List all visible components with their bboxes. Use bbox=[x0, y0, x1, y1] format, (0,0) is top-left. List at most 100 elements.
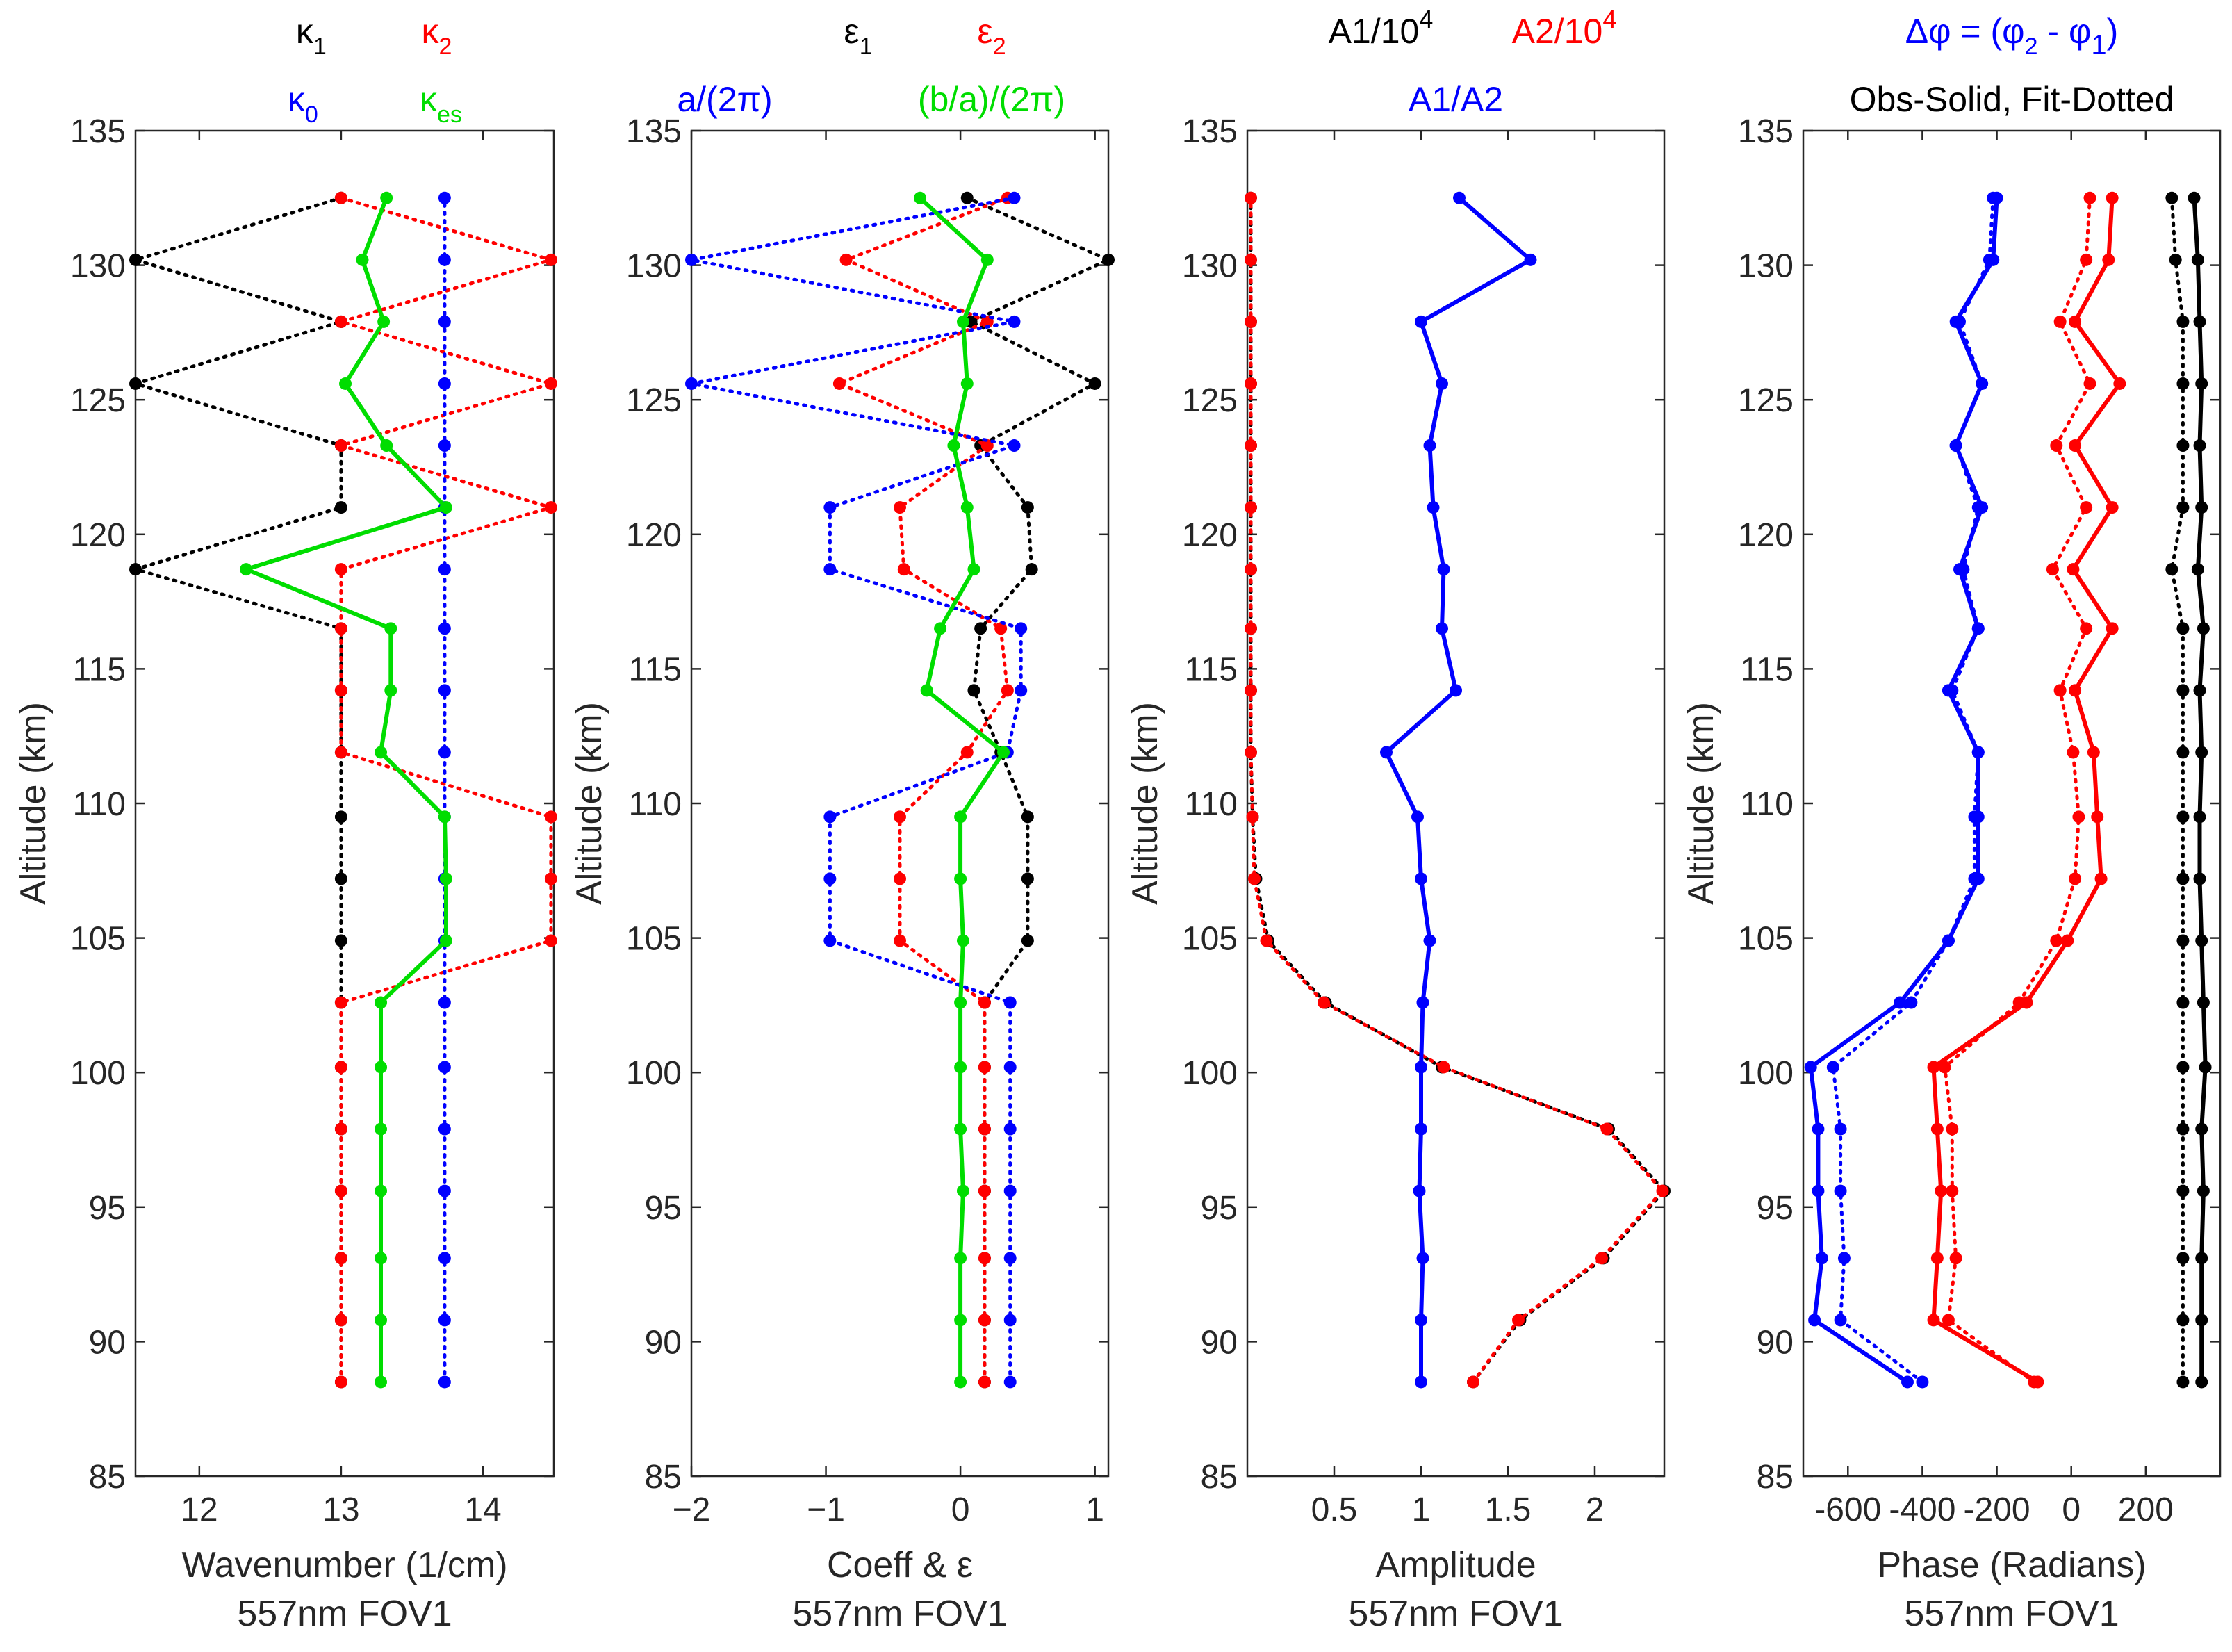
data-point bbox=[994, 622, 1008, 635]
data-point bbox=[2050, 934, 2063, 947]
data-point bbox=[334, 872, 347, 885]
data-point bbox=[1901, 1375, 1914, 1389]
data-point bbox=[375, 1061, 388, 1074]
data-point bbox=[2053, 315, 2067, 328]
data-point bbox=[954, 1375, 967, 1389]
data-point bbox=[1021, 872, 1034, 885]
data-point bbox=[380, 439, 393, 452]
series-κ1 bbox=[129, 191, 347, 1389]
data-point bbox=[2193, 439, 2206, 452]
data-point bbox=[1812, 1184, 1825, 1197]
data-point bbox=[980, 439, 994, 452]
series-A1/A2 bbox=[1380, 191, 1537, 1389]
x-tick-label: −2 bbox=[673, 1491, 711, 1528]
data-point bbox=[2087, 746, 2100, 759]
data-point bbox=[1512, 1314, 1525, 1327]
data-point bbox=[2176, 746, 2190, 759]
series-line bbox=[2192, 197, 2208, 1382]
data-point bbox=[1812, 1122, 1825, 1136]
data-point bbox=[544, 934, 557, 947]
y-tick-label: 105 bbox=[626, 921, 682, 958]
data-point bbox=[823, 501, 837, 514]
data-point bbox=[1600, 1122, 1614, 1136]
data-point bbox=[1003, 1375, 1017, 1389]
data-point bbox=[375, 996, 388, 1009]
data-point bbox=[438, 1375, 451, 1389]
data-point bbox=[377, 315, 391, 328]
y-tick-label: 125 bbox=[70, 382, 126, 419]
data-point bbox=[2050, 439, 2063, 452]
plot-frame bbox=[1246, 129, 1666, 1478]
data-point bbox=[1423, 934, 1436, 947]
data-point bbox=[947, 439, 960, 452]
data-point bbox=[960, 191, 974, 204]
data-point bbox=[1815, 1252, 1828, 1265]
data-point bbox=[438, 563, 451, 576]
y-tick-label: 95 bbox=[1757, 1190, 1794, 1227]
plot-frame bbox=[1802, 129, 2222, 1478]
title-text: (b/a)/(2π) bbox=[918, 80, 1065, 119]
data-point bbox=[2106, 501, 2119, 514]
data-point bbox=[1413, 1184, 1426, 1197]
x-tick-label: -400 bbox=[1889, 1491, 1955, 1528]
x-axis-label: Phase (Radians) bbox=[1877, 1545, 2146, 1585]
y-tick-label: 105 bbox=[1738, 921, 1794, 958]
data-point bbox=[1930, 1252, 1944, 1265]
data-point bbox=[438, 191, 451, 204]
data-point bbox=[334, 563, 347, 576]
title-text: A1/A2 bbox=[1409, 80, 1503, 119]
data-point bbox=[823, 872, 837, 885]
data-point bbox=[1949, 1252, 1962, 1265]
series-line bbox=[1831, 196, 1995, 1384]
data-point bbox=[1437, 1061, 1450, 1074]
data-point bbox=[967, 684, 980, 697]
series-line bbox=[1808, 197, 1999, 1384]
data-point bbox=[894, 501, 906, 514]
data-point bbox=[2069, 315, 2082, 328]
data-point bbox=[438, 622, 451, 635]
panel-coefficients: 85 90 95 100 105 110 115 120 125 130 135 −2 −1 0 1 Alti… bbox=[569, 12, 1115, 1634]
data-point bbox=[2191, 253, 2204, 266]
panel-title: Obs-Solid, Fit-Dotted bbox=[1850, 80, 2174, 119]
data-point bbox=[2083, 191, 2096, 204]
x-tick-label: 1 bbox=[1412, 1491, 1431, 1528]
title-text: κ bbox=[421, 12, 439, 51]
data-point bbox=[240, 563, 253, 576]
data-point bbox=[1245, 253, 1257, 266]
data-point bbox=[334, 746, 347, 759]
data-point bbox=[2069, 439, 2082, 452]
data-point bbox=[438, 1061, 451, 1074]
data-point bbox=[544, 377, 557, 390]
y-tick-label: 100 bbox=[626, 1055, 682, 1092]
data-point bbox=[375, 1122, 388, 1136]
data-point bbox=[2080, 253, 2093, 266]
data-point bbox=[954, 1314, 967, 1327]
data-point bbox=[954, 1252, 967, 1265]
data-point bbox=[438, 315, 451, 328]
data-point bbox=[2106, 191, 2119, 204]
data-point bbox=[978, 1122, 991, 1136]
y-tick-label: 105 bbox=[70, 921, 126, 958]
data-point bbox=[1946, 684, 1959, 697]
data-point bbox=[339, 377, 352, 390]
data-point bbox=[334, 996, 347, 1009]
data-point bbox=[334, 501, 347, 514]
data-point bbox=[978, 1061, 991, 1074]
series-κ2 bbox=[334, 191, 557, 1389]
title-text: ) bbox=[2107, 12, 2119, 51]
y-tick-label: 95 bbox=[89, 1190, 126, 1227]
data-point bbox=[1656, 1184, 1669, 1197]
data-point bbox=[129, 563, 142, 576]
data-point bbox=[2195, 501, 2208, 514]
y-tick-label: 135 bbox=[626, 113, 682, 150]
x-tick-label: 1.5 bbox=[1485, 1491, 1532, 1528]
data-point bbox=[334, 810, 347, 824]
data-point bbox=[129, 377, 142, 390]
data-point bbox=[334, 1375, 347, 1389]
panel-caption: 557nm FOV1 bbox=[1348, 1594, 1563, 1634]
data-point bbox=[375, 746, 388, 759]
title-text: κ bbox=[288, 80, 306, 119]
x-tick-label: 0 bbox=[2062, 1491, 2081, 1528]
series-line bbox=[1249, 196, 1666, 1384]
data-point bbox=[823, 563, 837, 576]
